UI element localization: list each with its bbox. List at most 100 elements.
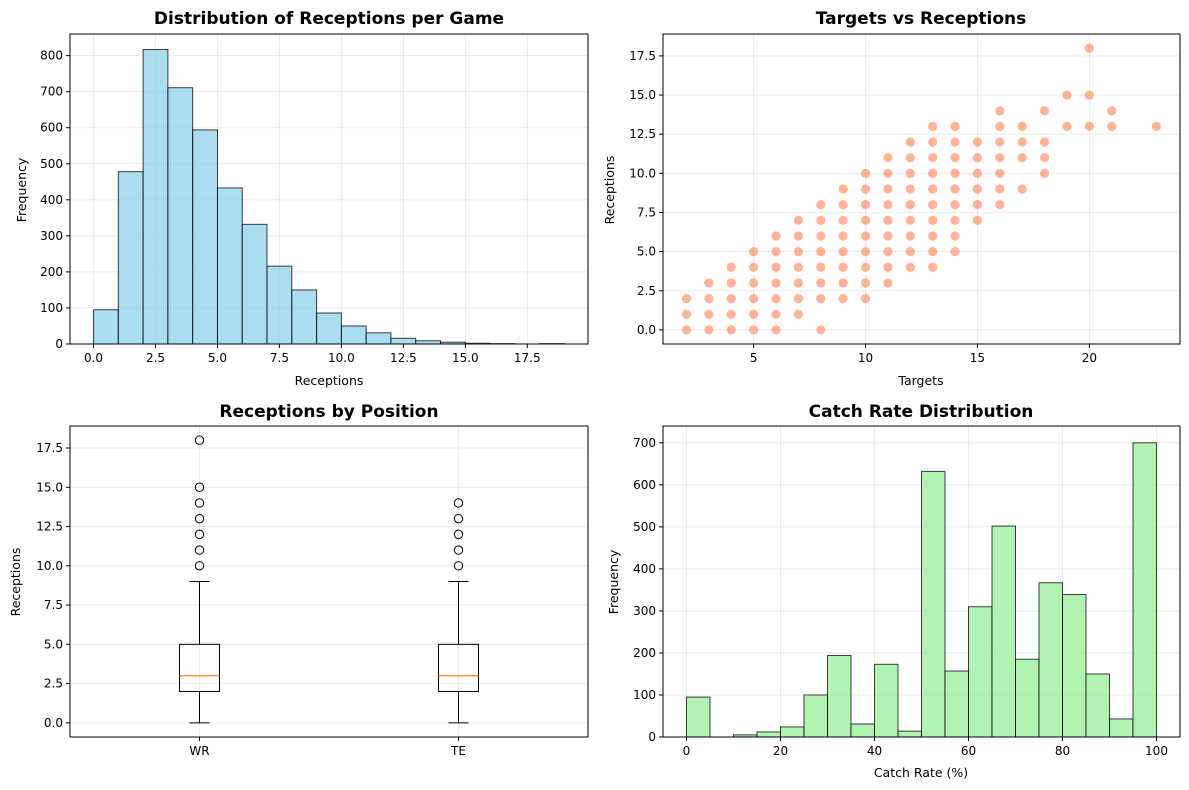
y-tick-label: 0.0 [44,716,63,730]
y-axis-label: Receptions [602,156,617,225]
x-tick-label: 7.5 [270,351,289,365]
x-tick-label: TE [450,744,466,758]
histogram-bar [266,265,293,345]
y-tick-label: 17.5 [36,441,63,455]
histogram-bar [142,49,169,345]
scatter-point [749,247,759,257]
x-tick-label: 15.0 [452,351,479,365]
scatter-point [860,215,871,225]
y-tick-label: 10.0 [36,559,63,573]
scatter-point [681,325,692,335]
scatter-point [883,200,893,210]
outlier-point [453,561,464,571]
histogram-bar [874,663,899,738]
scatter-point [1017,137,1027,147]
receptions-by-position-panel: Receptions by Position Receptions 0.0 2.5… [8,402,589,758]
y-axis-label: Frequency [14,157,29,222]
scatter-point [883,247,893,257]
box-iqr [438,643,479,692]
scatter-point [704,293,714,304]
scatter-point [928,215,938,225]
histogram-bar [1038,582,1063,738]
scatter-point [972,184,983,194]
scatter-point [860,200,871,210]
x-axis-label: Targets [897,373,943,388]
scatter-point [726,293,736,304]
scatter-point [793,293,804,304]
scatter-point [950,168,960,178]
scatter-point [860,184,871,194]
scatter-point [928,137,938,147]
outlier-point [453,529,464,540]
y-tick-label: 7.5 [637,205,656,219]
axes-frame [69,425,589,738]
x-tick-label: 5 [750,351,758,365]
scatter-point [793,309,804,319]
scatter-point [726,262,736,272]
scatter-point [771,231,781,241]
scatter-point [972,168,983,178]
outlier-point [194,561,205,571]
scatter-point [838,293,848,304]
scatter-point [905,153,915,163]
scatter-point [950,137,960,147]
outlier-point [453,545,464,555]
scatter-point [838,247,848,257]
chart-title: Targets vs Receptions [816,9,1027,29]
histogram-bar [241,223,268,345]
y-tick-label: 600 [40,121,63,135]
scatter-point [771,325,781,335]
chart-title: Receptions by Position [219,402,438,422]
y-tick-label: 12.5 [629,127,656,141]
scatter-point [681,309,692,319]
scatter-point [1017,121,1027,131]
scatter-point [950,121,960,131]
y-tick-label: 800 [40,49,63,63]
x-axis-label: Catch Rate (%) [874,765,968,780]
scatter-point [905,262,915,272]
scatter-point [838,262,848,272]
scatter-point [726,278,736,288]
y-tick-label: 2.5 [44,677,63,691]
scatter-point [928,231,938,241]
histogram-bar [968,606,993,738]
histogram-bar [827,654,852,738]
scatter-point [972,200,983,210]
y-tick-label: 700 [40,85,63,99]
scatter-point [883,168,893,178]
y-tick-label: 12.5 [36,520,63,534]
axes-frame [662,425,1181,738]
scatter-point [726,325,736,335]
scatter-point [928,200,938,210]
x-tick-label: 100 [1145,744,1168,758]
y-tick-label: 0 [648,730,656,744]
receptions-histogram-panel: Distribution of Receptions per Game Rece… [14,9,589,388]
histogram-bar [316,312,342,345]
chart-title: Catch Rate Distribution [809,402,1034,422]
scatter-point [816,325,826,335]
x-tick-label: 20 [1082,351,1097,365]
scatter-point [995,106,1005,116]
outlier-point [194,498,205,508]
histogram-bar [850,723,875,738]
catch-rate-histogram-panel: Catch Rate Distribution Catch Rate (%) F… [606,402,1181,780]
x-tick-label: 0.0 [84,351,103,365]
scatter-point [972,137,983,147]
y-tick-label: 100 [633,688,656,702]
scatter-point [860,247,871,257]
scatter-point [950,153,960,163]
chart-title: Distribution of Receptions per Game [154,9,504,29]
scatter-point [816,215,826,225]
scatter-point [793,262,804,272]
scatter-point [816,262,826,272]
scatter-point [681,293,692,304]
x-tick-label: 0 [683,744,691,758]
scatter-point [972,153,983,163]
scatter-point [1039,153,1050,163]
histogram-bar [365,332,392,345]
scatter-point [950,247,960,257]
scatter-point [995,184,1005,194]
histogram-bar [686,696,711,738]
axes-frame [69,33,589,345]
